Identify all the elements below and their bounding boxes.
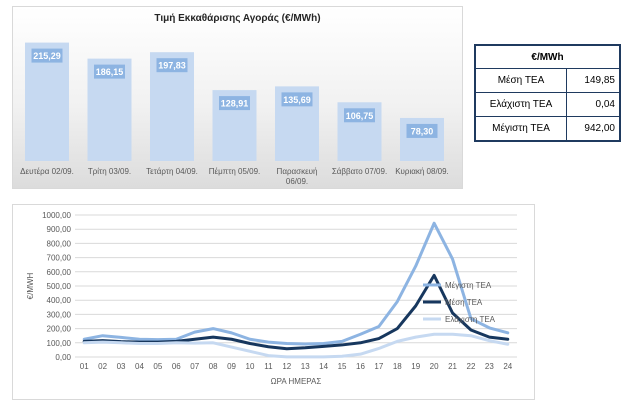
bar-value-label-box (31, 48, 63, 63)
stats-header-row: €/MWh (474, 44, 621, 69)
y-tick-label: 200,00 (47, 325, 72, 334)
x-tick-label: 21 (448, 362, 457, 371)
stats-header: €/MWh (474, 44, 621, 69)
y-tick-label: 300,00 (47, 310, 72, 319)
stats-label-mean: Μέση ΤΕΑ (474, 68, 567, 93)
bar-category-label: Τρίτη 03/09. (88, 167, 131, 176)
y-tick-label: 100,00 (47, 339, 72, 348)
bar-category-label: Πέμπτη 05/09. (209, 167, 261, 176)
bar-value-label-box (94, 64, 125, 79)
bar-value-label: 135,69 (283, 95, 311, 105)
bar-category-label: Δευτέρα 02/09. (20, 167, 74, 176)
stats-label-max: Μέγιστη ΤΕΑ (474, 116, 567, 142)
y-tick-label: 500,00 (47, 282, 72, 291)
stats-row-min: Ελάχιστη ΤΕΑ 0,04 (474, 92, 621, 117)
y-tick-label: 700,00 (47, 254, 72, 263)
bar-value-label: 186,15 (96, 67, 124, 77)
stats-row-mean: Μέση ΤΕΑ 149,85 (474, 68, 621, 93)
y-tick-label: 800,00 (47, 239, 72, 248)
y-tick-label: 400,00 (47, 296, 72, 305)
bar-value-label: 128,91 (221, 99, 249, 109)
x-tick-label: 04 (135, 362, 144, 371)
x-axis-title: ΩΡΑ ΗΜΕΡΑΣ (271, 377, 322, 386)
bar-category-label: Παρασκευή (277, 167, 318, 176)
x-tick-label: 09 (227, 362, 236, 371)
x-tick-label: 01 (80, 362, 89, 371)
stats-row-max: Μέγιστη ΤΕΑ 942,00 (474, 116, 621, 142)
x-tick-label: 02 (98, 362, 107, 371)
x-tick-label: 08 (209, 362, 218, 371)
x-tick-label: 15 (338, 362, 347, 371)
bar-value-label-box (156, 58, 188, 73)
bar-value-label: 215,29 (33, 51, 61, 61)
y-axis-title: €/MWH (26, 272, 35, 299)
x-tick-label: 05 (153, 362, 162, 371)
y-tick-label: 1000,00 (42, 211, 71, 220)
legend-label: Μέση ΤΕΑ (445, 298, 483, 307)
series-line (82, 221, 510, 346)
x-tick-label: 14 (319, 362, 328, 371)
stats-value-max: 942,00 (566, 116, 621, 142)
x-tick-label: 06 (172, 362, 181, 371)
bar-category-label: Σάββατο 07/09. (332, 167, 387, 176)
line-chart-panel: 0,00 100,00 200,00 300,00 400,00 500,00 600,00… (12, 204, 535, 400)
bar-value-label-box (344, 108, 375, 123)
bar-chart-svg: 215,29 Δευτέρα 02/09. 186,15 Τρίτη 03/09. 19… (20, 42, 449, 186)
series-line (82, 332, 510, 359)
bar-category-label: 06/09. (286, 177, 308, 186)
legend-label: Ελάχιστη ΤΕΑ (445, 315, 496, 324)
x-tick-label: 10 (246, 362, 255, 371)
y-tick-label: 900,00 (47, 225, 72, 234)
legend-label: Μέγιστη ΤΕΑ (445, 281, 492, 290)
bar-value-label-box (406, 123, 438, 138)
x-tick-label: 03 (117, 362, 126, 371)
x-tick-label: 22 (467, 362, 476, 371)
stats-value-min: 0,04 (566, 92, 621, 117)
x-tick-label: 16 (356, 362, 365, 371)
y-tick-label: 600,00 (47, 268, 72, 277)
x-tick-label: 24 (503, 362, 512, 371)
bar-value-label-box (219, 96, 250, 111)
x-tick-label: 12 (282, 362, 291, 371)
bar-chart-panel: Τιμή Εκκαθάρισης Αγοράς (€/MWh) 215,29 Δε… (12, 6, 463, 189)
bar-value-label: 78,30 (411, 126, 434, 136)
stats-label-min: Ελάχιστη ΤΕΑ (474, 92, 567, 117)
x-tick-label: 19 (411, 362, 420, 371)
x-tick-label: 11 (264, 362, 273, 371)
bar-value-label-box (281, 92, 313, 107)
x-tick-label: 07 (190, 362, 199, 371)
bar-value-label: 106,75 (346, 111, 374, 121)
bar-category-label: Τετάρτη 04/09. (146, 167, 198, 176)
bar-chart-title: Τιμή Εκκαθάρισης Αγοράς (€/MWh) (154, 13, 321, 24)
bar-category-label: Κυριακή 08/09. (395, 167, 449, 176)
stats-value-mean: 149,85 (566, 68, 621, 93)
x-tick-label: 13 (301, 362, 310, 371)
x-tick-label: 17 (374, 362, 383, 371)
stats-table: €/MWh Μέση ΤΕΑ 149,85 Ελάχιστη ΤΕΑ 0,04 … (474, 44, 621, 142)
y-tick-label: 0,00 (55, 353, 71, 362)
x-tick-label: 20 (430, 362, 439, 371)
line-chart-svg: 0,00 100,00 200,00 300,00 400,00 500,00 600,00… (26, 211, 517, 386)
x-tick-label: 23 (485, 362, 494, 371)
x-tick-label: 18 (393, 362, 402, 371)
bar-value-label: 197,83 (158, 61, 186, 71)
